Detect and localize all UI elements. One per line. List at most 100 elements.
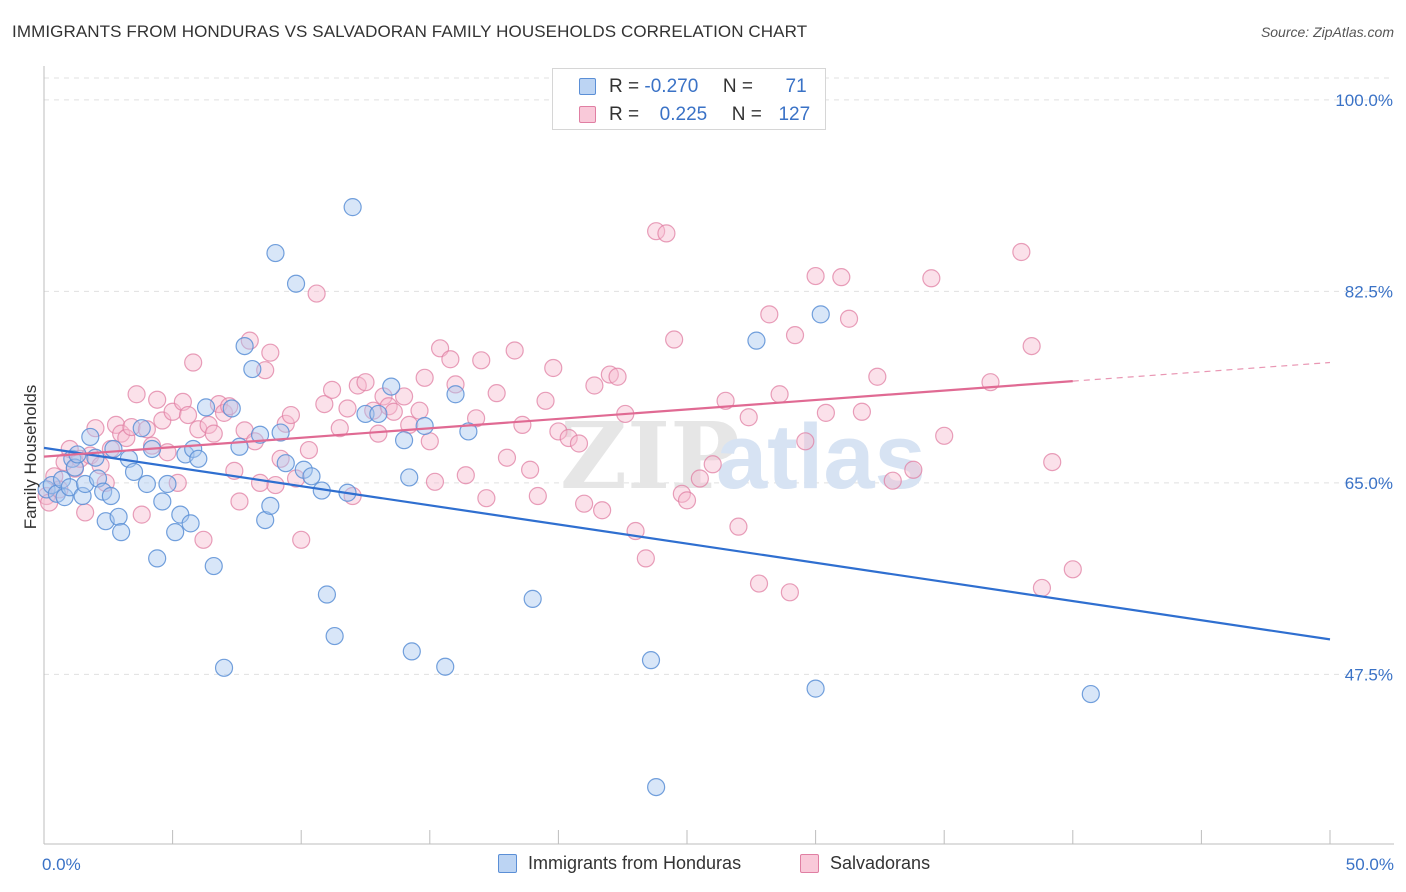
salvadorans-point <box>487 384 506 403</box>
salvadorans-point <box>749 574 769 593</box>
salvadorans-point <box>338 399 357 418</box>
honduras-point <box>112 523 131 542</box>
honduras-point <box>235 337 254 356</box>
salvadorans-point <box>665 330 684 349</box>
n-value-salvadorans: 127 <box>778 104 811 125</box>
salvadorans-point <box>307 284 326 303</box>
honduras-point <box>641 651 661 670</box>
salvadorans-point <box>266 475 285 495</box>
honduras-point <box>261 496 280 515</box>
salvadorans-point <box>497 448 517 467</box>
gridlines <box>44 77 1394 675</box>
honduras-point <box>148 549 167 568</box>
salvadorans-point <box>132 505 151 524</box>
salvadorans-point <box>230 492 249 511</box>
honduras-points <box>37 198 1100 797</box>
salvadorans-point <box>477 489 496 508</box>
honduras-trend-line <box>43 446 1331 641</box>
salvadorans-point <box>904 460 923 479</box>
honduras-point <box>302 467 321 486</box>
salvadorans-point <box>883 471 902 490</box>
salvadorans-point <box>785 326 805 345</box>
salvadorans-point <box>521 460 540 479</box>
salvadorans-point <box>536 391 555 410</box>
salvadorans-point <box>315 394 334 414</box>
n-value-honduras: 71 <box>785 76 807 97</box>
salvadorans-point <box>832 268 851 287</box>
honduras-point <box>415 416 434 436</box>
salvadorans-point <box>446 375 465 394</box>
legend-label-salvadorans: Salvadorans <box>830 853 931 873</box>
honduras-point <box>1081 684 1100 704</box>
salvadorans-point <box>559 428 578 448</box>
axes <box>43 66 1394 845</box>
honduras-point <box>214 658 234 677</box>
honduras-point <box>343 198 362 217</box>
honduras-point <box>181 514 200 533</box>
honduras-point <box>109 507 128 526</box>
trend-lines <box>43 361 1331 641</box>
salvadorans-point <box>608 367 627 386</box>
r-value-honduras: -0.270 <box>644 76 699 97</box>
honduras-point <box>266 243 285 263</box>
salvadorans-point <box>716 391 735 410</box>
honduras-point <box>459 422 478 441</box>
salvadorans-point <box>816 403 835 422</box>
salvadorans-point <box>420 432 439 451</box>
salvadorans-point <box>281 405 301 425</box>
salvadorans-point <box>677 491 697 510</box>
tick-labels: 47.5% 65.0% 82.5% 100.0% 0.0% 50.0% <box>42 91 1394 874</box>
stats-row-salvadorans: R = 0.225 N = 127 <box>553 101 825 129</box>
r-value-salvadorans: 0.225 <box>659 104 708 125</box>
salvadorans-point <box>299 440 319 460</box>
salvadorans-point <box>1012 242 1031 262</box>
salvadorans-points <box>37 222 1082 602</box>
salvadorans-point <box>456 466 475 485</box>
salvadorans-point <box>852 402 871 421</box>
honduras-point <box>400 468 419 487</box>
salvadorans-point <box>250 473 270 492</box>
honduras-point <box>276 454 295 473</box>
salvadorans-point <box>374 387 393 406</box>
salvadorans-point <box>276 414 295 433</box>
salvadorans-point <box>106 415 126 434</box>
salvadorans-point <box>1063 560 1082 579</box>
honduras-point <box>317 585 337 604</box>
salvadorans-point <box>384 402 403 421</box>
salvadorans-trend-line <box>43 380 1073 458</box>
salvadorans-point <box>394 387 414 406</box>
salvadorans-point <box>117 428 136 448</box>
honduras-point <box>394 431 414 450</box>
source-label: Source: ZipAtlas.com <box>1260 24 1394 40</box>
honduras-legend-swatch <box>498 854 517 873</box>
salvadorans-point <box>184 353 203 372</box>
salvadorans-point <box>194 530 213 549</box>
salvadorans-point <box>1032 578 1052 598</box>
salvadorans-point <box>1043 452 1062 472</box>
honduras-point <box>137 474 156 494</box>
honduras-point <box>747 331 766 350</box>
honduras-point <box>158 474 177 494</box>
salvadorans-point <box>369 424 388 443</box>
salvadorans-point <box>1022 337 1041 356</box>
r-label: R = <box>609 76 640 97</box>
honduras-point <box>436 657 455 676</box>
x-tick-label-min: 0.0% <box>42 855 81 874</box>
salvadorans-point <box>922 269 941 288</box>
honduras-point <box>811 305 830 324</box>
r-label: R = <box>609 104 640 125</box>
salvadorans-point <box>178 405 198 425</box>
salvadorans-swatch <box>579 106 596 123</box>
salvadorans-point <box>839 309 859 328</box>
salvadorans-point <box>148 390 167 409</box>
salvadorans-point <box>256 361 275 380</box>
salvadorans-point <box>505 341 524 360</box>
honduras-point <box>132 419 151 438</box>
salvadorans-point <box>729 517 748 536</box>
honduras-point <box>806 679 825 698</box>
salvadorans-point <box>127 385 146 404</box>
salvadorans-point <box>472 351 491 370</box>
y-tick-label: 65.0% <box>1345 474 1393 493</box>
salvadorans-point <box>425 472 445 491</box>
honduras-point <box>222 399 241 418</box>
